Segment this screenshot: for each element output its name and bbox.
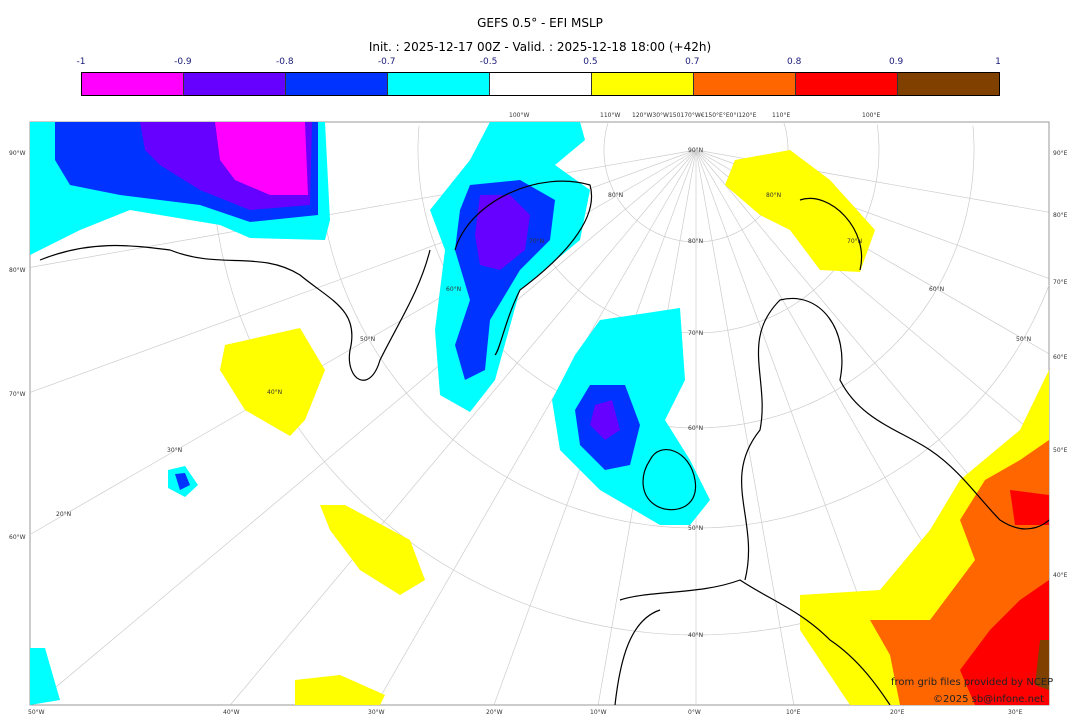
- lat-label: 70°N: [529, 238, 544, 245]
- meridian-line: [695, 149, 795, 705]
- colorbar-tick-label: -0.7: [377, 57, 396, 67]
- top-label: 120°W30°W150170°W€150°E°E0°I120°E: [632, 112, 757, 119]
- lat-label: 50°N: [360, 336, 375, 343]
- right-label: 40°E: [1053, 572, 1068, 579]
- field-brown-se: [1035, 640, 1049, 690]
- bottom-label: 10°E: [786, 709, 801, 716]
- right-label: 70°E: [1053, 279, 1068, 286]
- field-red-se: [960, 490, 1049, 705]
- colorbar-tick-label: 1: [995, 57, 1001, 67]
- colorbar-tick-label: 0.8: [787, 57, 802, 67]
- field-cyan-sw: [30, 648, 60, 705]
- field-yellow-atlantic1: [320, 505, 425, 595]
- colorbar-segment: [82, 73, 184, 95]
- field-yellow-atlantic2: [295, 675, 385, 705]
- lat-label: 90°N: [688, 147, 703, 154]
- bottom-label: 40°W: [223, 709, 240, 716]
- meridian-line: [34, 149, 697, 705]
- lat-label: 20°N: [56, 511, 71, 518]
- copyright-credit: ©2025 sb@infone.net: [933, 694, 1044, 705]
- bottom-label: 30°W: [368, 709, 385, 716]
- lat-label: 40°N: [267, 389, 282, 396]
- right-label: 60°E: [1053, 354, 1068, 361]
- parallel-line: [317, 123, 1050, 529]
- bottom-label: 10°W: [590, 709, 607, 716]
- field-yellow-arctic: [725, 150, 875, 272]
- lat-label: 60°N: [929, 286, 944, 293]
- right-label: 80°E: [1053, 212, 1068, 219]
- top-label: 110°W: [600, 112, 620, 119]
- lat-label: 60°N: [446, 286, 461, 293]
- right-label: 50°E: [1053, 447, 1068, 454]
- left-label: 80°W: [9, 267, 26, 274]
- meridian-line: [230, 149, 697, 705]
- lat-label: 80°N: [688, 238, 703, 245]
- top-label: 100°W: [509, 112, 529, 119]
- bottom-label: 0°W: [688, 709, 701, 716]
- bottom-label: 20°W: [486, 709, 503, 716]
- colorbar-tick-label: 0.9: [888, 57, 904, 67]
- colorbar-tick-label: -0.9: [174, 57, 192, 67]
- field-purple-greenland: [475, 195, 530, 270]
- colorbar-segment: [388, 73, 490, 95]
- lat-label: 50°N: [1016, 336, 1031, 343]
- colorbar-tick-label: 0.5: [583, 57, 598, 67]
- coastlines: [39, 180, 1049, 705]
- graticule-labels: 100°W 110°W 120°W30°W150170°W€150°E°E0°I…: [9, 112, 1068, 716]
- colorbar-segment: [592, 73, 694, 95]
- bottom-label: 20°E: [890, 709, 905, 716]
- left-label: 70°W: [9, 391, 26, 398]
- lat-label: 40°N: [688, 632, 703, 639]
- meridian-line: [375, 149, 697, 705]
- field-magenta-nw: [215, 122, 308, 195]
- field-blue-spot: [175, 473, 190, 490]
- field-purple-atlantic: [590, 400, 620, 440]
- meridian-line: [30, 149, 697, 268]
- colorbar-tick-label: -0.8: [275, 57, 294, 67]
- colorbar-tick-label: -0.5: [479, 57, 498, 67]
- top-label: 110°E: [772, 112, 790, 119]
- left-label: 60°W: [9, 534, 26, 541]
- bottom-label: 30°E: [1008, 709, 1023, 716]
- left-label: 90°W: [9, 150, 26, 157]
- colorbar-segment: [490, 73, 592, 95]
- lat-label: 50°N: [688, 525, 703, 532]
- efi-fields: [30, 122, 1049, 705]
- lat-label: 80°N: [766, 192, 781, 199]
- colorbar-tick-label: 0.7: [685, 57, 700, 67]
- colorbar-tick-label: -1: [76, 57, 86, 67]
- colorbar-segment: [898, 73, 999, 95]
- data-source-credit: from grib files provided by NCEP: [891, 677, 1053, 688]
- chart-subtitle: Init. : 2025-12-17 00Z - Valid. : 2025-1…: [368, 40, 712, 54]
- bottom-label: 50°W: [28, 709, 45, 716]
- colorbar-segment: [694, 73, 796, 95]
- colorbar: [81, 72, 1000, 96]
- lat-label: 30°N: [167, 447, 182, 454]
- right-label: 90°E: [1053, 150, 1068, 157]
- colorbar-segment: [286, 73, 388, 95]
- chart-title: GEFS 0.5° - EFI MSLP: [477, 16, 603, 30]
- colorbar-segment: [796, 73, 898, 95]
- colorbar-segment: [184, 73, 286, 95]
- lat-label: 70°N: [847, 238, 862, 245]
- top-label: 100°E: [862, 112, 880, 119]
- lat-label: 60°N: [688, 425, 703, 432]
- lat-label: 80°N: [608, 192, 623, 199]
- lat-label: 70°N: [688, 330, 703, 337]
- field-yellow-labrador: [220, 328, 325, 436]
